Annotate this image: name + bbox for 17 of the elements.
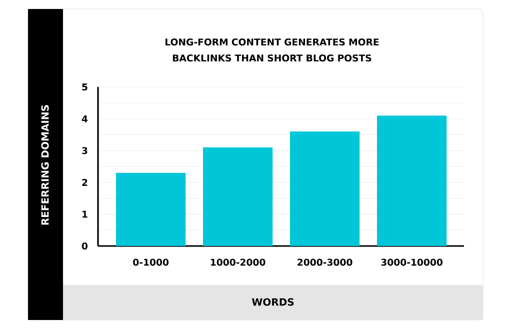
x-tick-label: 3000-10000 <box>381 258 443 266</box>
bar <box>116 172 186 246</box>
bar <box>203 147 273 246</box>
bar <box>290 132 360 246</box>
y-tick-label: 3 <box>82 147 88 154</box>
x-axis-title: WORDS <box>252 298 294 306</box>
x-tick-label: 2000-3000 <box>298 258 352 266</box>
chart-title: LONG-FORM CONTENT GENERATES MORE BACKLINKS THAN SHORT BLOG POSTS <box>166 38 379 62</box>
x-tick-label: 0-1000 <box>133 258 169 266</box>
y-axis-title: REFERRING DOMAINS <box>41 105 49 225</box>
y-tick-label: 0 <box>82 242 88 250</box>
x-tick-label: 1000-2000 <box>210 258 266 266</box>
y-tick-label: 4 <box>82 115 88 122</box>
bar <box>377 116 447 246</box>
y-tick-label: 2 <box>82 178 88 186</box>
y-tick-label: 5 <box>82 84 88 90</box>
y-tick-label: 1 <box>82 210 88 218</box>
